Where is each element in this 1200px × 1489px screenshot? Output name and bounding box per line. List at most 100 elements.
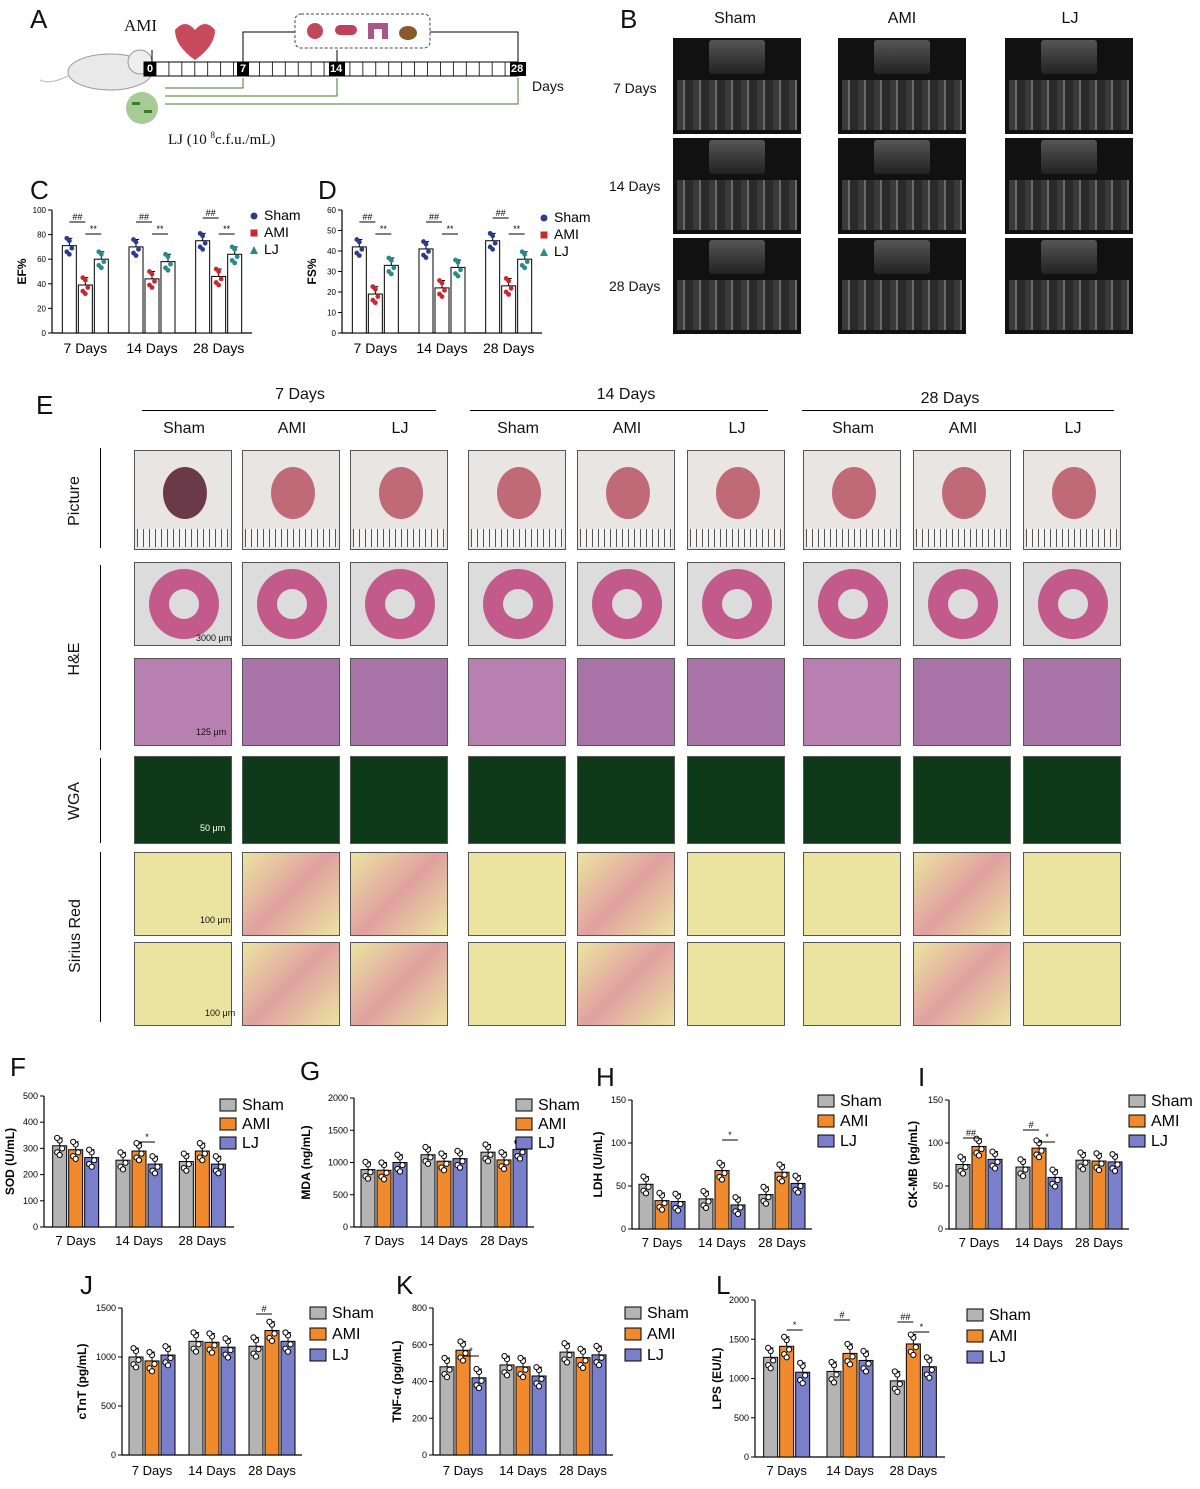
bar: [971, 1145, 987, 1230]
bar: [188, 1340, 204, 1456]
legend-label: AMI: [538, 1116, 566, 1133]
data-point: [362, 1158, 369, 1165]
legend-swatch: [515, 1136, 533, 1150]
significance-mark: ##: [139, 212, 149, 222]
bar: [227, 253, 243, 334]
data-point: [217, 1163, 224, 1170]
data-point: [677, 1200, 684, 1208]
legend-swatch: [1128, 1114, 1146, 1128]
data-point: [770, 1357, 777, 1364]
y-tick-label: 500: [101, 1401, 116, 1411]
sirius-red-image: [577, 852, 675, 936]
legend-label: Sham: [538, 1097, 580, 1114]
he-stain-image: [803, 658, 901, 746]
significance-mark: *: [145, 1132, 149, 1142]
data-point: [147, 269, 152, 274]
data-point: [167, 1354, 174, 1362]
chart-ckmb: 0 50 100 150 CK-MB (pg/mL) 7 Days 14 Days 28 Da…: [906, 1093, 1193, 1250]
data-point: [1035, 1154, 1043, 1161]
significance-mark: *: [920, 1322, 924, 1332]
he-stain-image: [803, 562, 901, 646]
data-point: [440, 1167, 448, 1174]
data-point: [487, 230, 493, 236]
he-stain-image: [687, 562, 785, 646]
data-point: [910, 1351, 917, 1359]
data-point: [422, 1143, 429, 1151]
legend-label: Sham: [989, 1307, 1031, 1324]
data-point: [201, 1150, 208, 1157]
data-point: [59, 1145, 66, 1152]
legend-label: LJ: [538, 1135, 555, 1152]
panel-label-b: B: [620, 4, 638, 34]
legend-label: AMI: [989, 1328, 1017, 1345]
scale-sr2: 100 μm: [205, 1008, 236, 1018]
x-tick-label: 28 Days: [193, 340, 244, 356]
chart-ef: 0 20 40 60 80 100 EF% 7 Days 14 Days 28 Days ## ** #…: [15, 206, 301, 356]
echo-image: [838, 38, 966, 134]
data-point: [503, 1372, 511, 1379]
he-stain-image: [350, 658, 448, 746]
data-point: [1114, 1161, 1121, 1168]
data-point: [443, 1160, 450, 1167]
data-point: [356, 253, 362, 258]
data-point: [973, 1135, 980, 1142]
heart-photo: [687, 450, 785, 550]
data-point: [959, 1170, 967, 1177]
sirius-red-image: [350, 852, 448, 936]
echo-image: [838, 238, 966, 334]
data-point: [437, 278, 442, 283]
legend-swatch: [309, 1327, 327, 1341]
x-tick-label: 7 Days: [64, 340, 108, 356]
data-point: [218, 276, 224, 282]
echo-image: [838, 138, 966, 234]
data-point: [69, 245, 75, 251]
row-label-picture: Picture: [66, 476, 83, 526]
data-point: [501, 1353, 508, 1360]
wga-stain-image: [134, 756, 232, 844]
y-tick-label: 100: [928, 1138, 943, 1148]
data-point: [533, 1364, 540, 1371]
sirius-red-image: [134, 852, 232, 936]
row-label-wga: WGA: [66, 781, 83, 821]
data-point: [1051, 1183, 1059, 1190]
data-point: [645, 1183, 652, 1190]
bar: [144, 1360, 160, 1456]
echo-row-7: 7 Days: [613, 80, 657, 96]
bar: [779, 1345, 795, 1458]
bar: [160, 1354, 176, 1456]
tp-28-rule: [802, 410, 1114, 411]
data-point: [577, 1345, 584, 1352]
bar: [1091, 1160, 1107, 1230]
data-point: [133, 253, 139, 258]
bar: [248, 1345, 264, 1456]
echo-panel: Sham AMI LJ 7 Days 14 Days 28 Days: [605, 0, 1200, 345]
y-axis-label: cTnT (pg/mL): [75, 1344, 89, 1420]
x-tick-label: 14 Days: [126, 340, 177, 356]
timeline-svg: [39, 13, 526, 124]
y-tick-label: 2000: [328, 1093, 348, 1103]
y-tick-label: 0: [744, 1452, 749, 1462]
y-tick-label: 100: [33, 206, 47, 215]
data-point: [180, 1150, 187, 1157]
timeline-axis: [143, 31, 526, 105]
data-point: [1111, 1167, 1119, 1175]
heart-photo: [350, 450, 448, 550]
data-point: [737, 1204, 744, 1211]
data-point: [183, 1167, 190, 1174]
data-point: [185, 1161, 192, 1168]
data-point: [658, 1206, 666, 1213]
y-tick-label: 50: [327, 227, 336, 236]
data-point: [700, 1188, 707, 1195]
significance-mark: ##: [206, 208, 216, 218]
row-label-sirius: Sirius Red: [67, 899, 84, 973]
data-point: [375, 294, 381, 299]
bar: [559, 1351, 575, 1456]
legend-marker: [540, 214, 548, 222]
x-tick-label: 28 Days: [480, 1233, 528, 1248]
data-point: [1022, 1166, 1029, 1173]
heart-photo: [913, 450, 1011, 550]
significance-mark: *: [1045, 1132, 1049, 1142]
significance-mark: **: [156, 224, 164, 234]
chart-ctnt: 0 500 1000 1500 cTnT (pg/mL) 7 Days 14 Days 28 …: [75, 1303, 374, 1478]
data-point: [781, 1333, 788, 1340]
